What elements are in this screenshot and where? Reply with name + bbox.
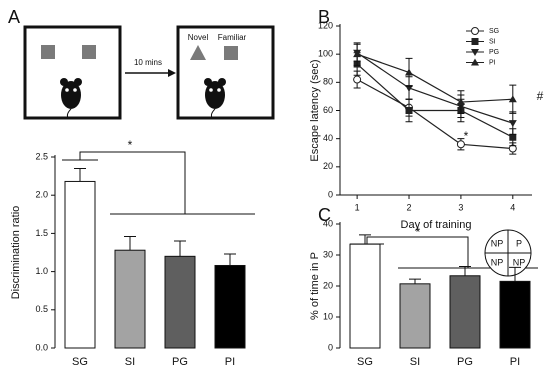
diagram: 10 mins Novel Familiar (23, 25, 275, 120)
bar (64, 180, 96, 349)
y-tick-label: 0.5 (35, 304, 48, 314)
mouse (60, 78, 82, 120)
y-tick-label: 10 (323, 311, 333, 321)
object (82, 45, 96, 59)
x-tick-label: 4 (510, 202, 515, 212)
line (356, 53, 513, 103)
y-tick-label: 100 (318, 49, 333, 59)
y-tick-label: 2.0 (35, 190, 48, 200)
legend-marker (471, 58, 479, 66)
y-tick-label: 1.0 (35, 266, 48, 276)
object (224, 46, 238, 60)
pool-inset (484, 229, 532, 277)
object-label: Novel (188, 33, 209, 42)
mouse (204, 78, 226, 120)
bar (499, 280, 531, 349)
legend-label: PG (489, 49, 499, 56)
error-bar (409, 278, 421, 284)
annotation: * (128, 138, 133, 152)
bar (164, 255, 196, 349)
error-bar (74, 167, 86, 182)
y-tick-label: 40 (323, 218, 333, 228)
object (41, 45, 55, 59)
legend-label: SG (489, 28, 499, 35)
y-tick-label: 0 (328, 342, 333, 352)
line (356, 52, 513, 124)
object (190, 45, 206, 60)
significance-bracket (62, 151, 255, 215)
y-tick-label: 80 (323, 77, 333, 87)
bar (114, 249, 146, 349)
error-bar (124, 235, 136, 251)
bar (349, 243, 381, 349)
x-tick-label: 2 (407, 202, 412, 212)
y-tick-label: 20 (323, 161, 333, 171)
point (405, 107, 413, 114)
y-tick-label: 30 (323, 249, 333, 259)
legend-label: SI (489, 38, 496, 45)
point (456, 98, 465, 106)
y-tick-label: 40 (323, 133, 333, 143)
point (509, 133, 517, 141)
legend-marker (471, 27, 479, 35)
error-bar (174, 240, 186, 257)
inset-label: P (516, 238, 522, 248)
line (356, 63, 514, 138)
y-tick-label: 1.5 (35, 228, 48, 238)
error-bar (509, 266, 521, 282)
point (508, 95, 517, 103)
inset-label: NP (491, 238, 504, 248)
annotation: * (464, 129, 469, 143)
bar (449, 275, 481, 349)
line (356, 78, 513, 150)
arrow-head (168, 69, 176, 77)
legend-label: PI (489, 59, 496, 66)
point (353, 50, 362, 58)
x-tick-label: 1 (355, 202, 360, 212)
y-tick-label: 2.5 (35, 151, 48, 161)
x-axis-label: Day of training (401, 219, 472, 231)
arrow-label: 10 mins (134, 58, 162, 67)
point (405, 68, 414, 76)
x-tick-label: PG (457, 356, 473, 368)
y-tick-label: 0.0 (35, 342, 48, 352)
bar (214, 264, 246, 349)
x-tick-label: PI (510, 356, 520, 368)
x-tick-label: SI (125, 356, 135, 368)
x-tick-label: SI (410, 356, 420, 368)
error-bar (359, 234, 371, 245)
y-tick-label: 20 (323, 280, 333, 290)
panel-label: B (318, 7, 330, 27)
x-tick-label: 3 (458, 202, 463, 212)
y-tick-label: 120 (318, 20, 333, 30)
error-bar (224, 253, 236, 266)
legend-marker (471, 49, 479, 56)
x-tick-label: SG (357, 356, 373, 368)
y-tick-label: 0 (328, 189, 333, 199)
y-axis-label: Discrimination ratio (10, 206, 22, 300)
inset-label: NP (491, 257, 504, 267)
point (353, 75, 362, 84)
error-bar (459, 265, 471, 276)
y-axis-label: % of time in P (309, 252, 321, 320)
point (456, 140, 465, 149)
annotation: # (537, 89, 544, 103)
point (508, 120, 517, 128)
x-tick-label: SG (72, 356, 88, 368)
inset-label: NP (513, 257, 526, 267)
y-axis-label: Escape latency (sec) (309, 59, 321, 161)
x-tick-label: PI (225, 356, 235, 368)
arena-box (176, 25, 275, 120)
bar (399, 283, 431, 349)
annotation: * (416, 225, 421, 239)
x-tick-label: PG (172, 356, 188, 368)
panel-label: A (8, 7, 20, 27)
panel-label: C (318, 205, 331, 225)
legend-marker (471, 38, 479, 45)
y-tick-label: 60 (323, 105, 333, 115)
object-label: Familiar (218, 33, 247, 42)
